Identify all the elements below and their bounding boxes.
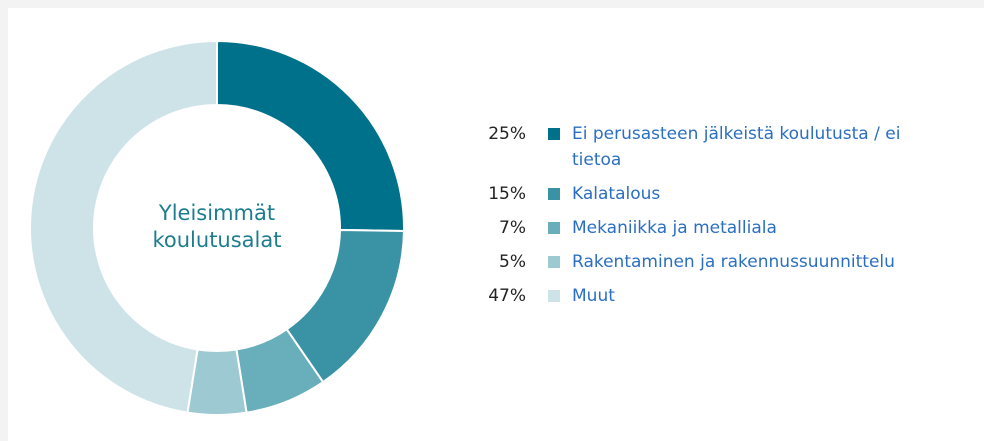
legend-item: 7% Mekaniikka ja metalliala [462,215,982,241]
legend-swatch [548,256,560,268]
donut-segment [216,39,405,232]
legend: 25% Ei perusasteen jälkeistä koulutusta /… [462,121,982,317]
value-label: 25% [488,124,526,144]
legend-label: Muut [572,286,615,306]
legend-label: Kalatalous [572,184,661,204]
legend-swatch [548,128,560,140]
legend-item: 25% Ei perusasteen jälkeistä koulutusta /… [462,121,982,173]
donut-segment [29,39,218,414]
legend-swatch [548,188,560,200]
legend-label: Ei perusasteen jälkeistä koulutusta / ei… [572,124,901,170]
legend-item: 15% Kalatalous [462,181,982,207]
value-label: 15% [488,184,526,204]
legend-label: Rakentaminen ja rakennussuunnittelu [572,252,895,272]
value-label: 7% [499,218,526,238]
value-label: 47% [488,286,526,306]
legend-swatch [548,290,560,302]
legend-item: 47% Muut [462,283,982,309]
legend-label: Mekaniikka ja metalliala [572,218,777,238]
value-label: 5% [499,252,526,272]
center-title: Yleisimmät koulutusalat [152,201,282,252]
legend-item: 5% Rakentaminen ja rakennussuunnittelu [462,249,982,275]
legend-swatch [548,222,560,234]
